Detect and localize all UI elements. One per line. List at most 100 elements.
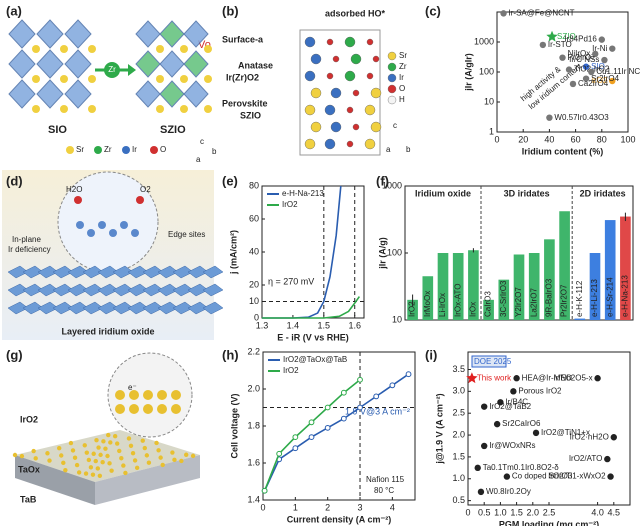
group-label: 3D iridates [504, 188, 550, 198]
x-tick-label: e-H-Na-213 [621, 275, 630, 317]
particle [31, 448, 36, 454]
point [510, 388, 517, 395]
marker [261, 487, 268, 494]
bar [544, 239, 555, 320]
annotation: Ir deficiency [8, 245, 51, 254]
x-axis-label: PGM loading (mg cm⁻²) [499, 519, 599, 526]
atom [346, 140, 354, 148]
y-tick-label: 1.4 [247, 494, 260, 504]
point-label: W0.8Ir0.2Oy [486, 487, 531, 496]
particle [128, 443, 134, 448]
atom [330, 87, 342, 99]
particle [184, 452, 189, 457]
x-tick-label: Y2Ir2O7 [514, 287, 523, 317]
particle [143, 404, 153, 414]
octahedron [159, 80, 185, 108]
point [582, 75, 590, 82]
x-tick-label: IrOx-ATO [453, 284, 462, 317]
particle [171, 404, 181, 414]
panel-label: (c) [425, 3, 441, 18]
atom [364, 138, 376, 150]
bar [468, 250, 479, 320]
legend-swatch [387, 62, 397, 72]
particle [68, 440, 74, 446]
point-label: Ir-SA@Fe@NCNT [509, 8, 575, 17]
point [582, 63, 590, 70]
x-tick-label: IrMoOx [423, 291, 432, 317]
series-line [263, 373, 409, 492]
layer-label: Perovskite [222, 98, 268, 108]
bar [437, 253, 449, 320]
point-label: W0.57Ir0.43O3 [554, 113, 609, 122]
particle [129, 404, 139, 414]
x-tick-label: 1 [293, 502, 298, 512]
y-tick-label: 80 [249, 180, 259, 190]
atom [330, 121, 342, 133]
point-label: Pr3IrO7 [568, 53, 597, 62]
x-tick-label: 1.6 [348, 320, 361, 330]
legend-label: Ir [132, 145, 137, 154]
axis-label: c [200, 137, 204, 146]
octahedron [135, 80, 161, 108]
marker [292, 445, 299, 452]
atom [310, 53, 322, 65]
molecule [74, 196, 82, 204]
atom [32, 105, 40, 113]
atom [60, 45, 68, 53]
particle [190, 453, 196, 459]
layer-label: TaOx [18, 464, 40, 474]
axis-label: b [212, 147, 217, 156]
layer-tile [202, 265, 224, 279]
octahedron [183, 20, 209, 48]
annotation: 1.9 V@3 A cm⁻² [345, 406, 410, 416]
bar [589, 253, 601, 320]
slab-side [15, 455, 95, 505]
y-tick-label: 10 [249, 296, 259, 306]
x-tick-label: e-H-Sr-214 [605, 277, 614, 317]
atom [352, 89, 360, 97]
particle [115, 390, 125, 400]
point-label: Ir/C NSs [569, 55, 599, 64]
marker [292, 434, 299, 441]
point [503, 473, 511, 480]
axis-label: b [406, 145, 411, 154]
atom-label: Zr [108, 65, 116, 74]
point [565, 66, 573, 73]
particle [129, 390, 139, 400]
point [546, 30, 558, 42]
panel-label: (i) [425, 347, 437, 362]
atom [304, 36, 316, 48]
panel-label: (g) [6, 347, 23, 362]
particle [115, 441, 120, 446]
octahedron [135, 20, 161, 48]
particle [156, 448, 161, 453]
layer-label: Ir(Zr)O2 [226, 72, 259, 82]
bar [574, 318, 586, 320]
point-label: Ir@WOxNRs [489, 441, 535, 450]
y-tick-label: 40 [249, 246, 259, 256]
point-label: IrO2/Ti1-xWxO2 [548, 472, 606, 481]
point-label: Ir-STO [548, 40, 572, 49]
x-tick-label: IrOx [469, 302, 478, 317]
series-line [262, 296, 361, 319]
bar [513, 254, 525, 320]
x-tick-label: 1.5 [318, 320, 331, 330]
point [559, 54, 566, 61]
octahedron [8, 49, 36, 79]
atom [204, 75, 212, 83]
atom [366, 38, 374, 46]
marker [405, 371, 412, 378]
point [588, 68, 595, 76]
atom [120, 221, 128, 229]
atom [370, 121, 382, 133]
particle [119, 456, 124, 461]
atom [326, 38, 334, 46]
atom [204, 45, 212, 53]
particle [95, 466, 101, 471]
legend-label: H [399, 95, 405, 104]
atom [156, 75, 164, 83]
atom [156, 105, 164, 113]
particle [123, 470, 128, 476]
structure-label: SIO [48, 124, 67, 136]
atom [366, 72, 374, 80]
